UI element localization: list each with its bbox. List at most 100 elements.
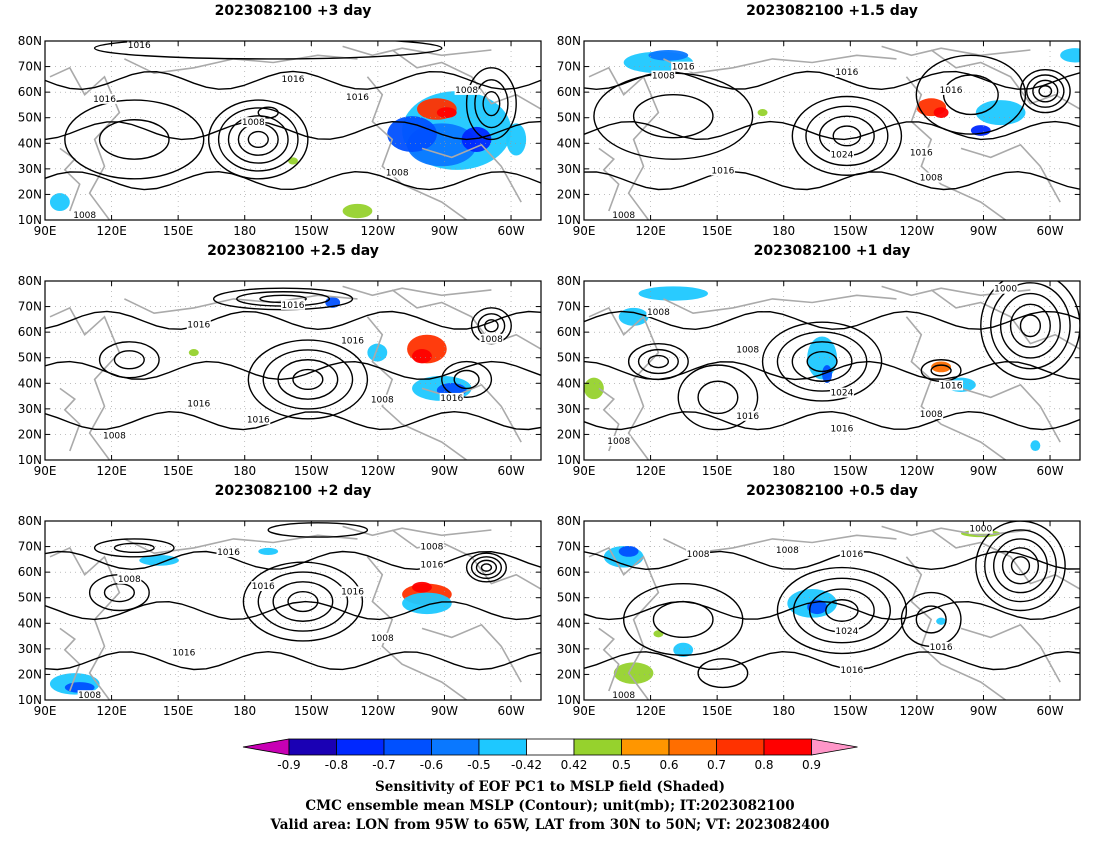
map-plot-area: 1000 1008 1008 1016 1024 1016 1016 1008 [584, 521, 1080, 700]
lon-tick-label: 150W [833, 224, 868, 238]
mslp-contour [267, 522, 369, 538]
colorbar-arrow-low [242, 738, 290, 756]
contour-label: 1016 [830, 424, 853, 434]
lon-tick-label: 120W [899, 224, 934, 238]
coastline [391, 49, 541, 110]
contour-label-bg [92, 93, 117, 104]
lon-tick-label: 150E [702, 704, 733, 718]
mslp-contour [915, 54, 1027, 135]
lat-tick-label: 60N [18, 565, 42, 579]
lat-tick-label: 50N [557, 591, 581, 605]
mslp-contour [227, 115, 289, 164]
lat-tick-label: 50N [18, 591, 42, 605]
contour-label: 1016 [341, 337, 364, 347]
sensitivity-shading [933, 107, 949, 118]
lon-tick-label: 120W [360, 224, 395, 238]
contour-label-bg [246, 414, 271, 425]
colorbar-tick-label: -0.9 [277, 758, 300, 772]
coastline [124, 294, 358, 315]
mslp-contour [990, 282, 1071, 370]
coastline [342, 525, 492, 537]
map-panel-5: 2023082100 +2 day10161016100810081016101… [18, 483, 542, 718]
contour-label-bg [834, 67, 859, 78]
panel-title: 2023082100 +2.5 day [207, 243, 379, 259]
coastline [960, 383, 1061, 443]
mslp-contour [64, 99, 205, 180]
mslp-contour [217, 107, 299, 172]
contour-label: 1016 [187, 399, 210, 409]
panel-title: 2023082100 +0.5 day [746, 483, 918, 499]
contour-label: 1008 [103, 432, 126, 442]
footer-line-3: Valid area: LON from 95W to 65W, LAT fro… [270, 817, 830, 833]
lon-tick-label: 60W [1036, 704, 1063, 718]
coastline [391, 529, 541, 590]
panel-title: 2023082100 +3 day [215, 3, 372, 19]
lon-tick-label: 90W [431, 224, 458, 238]
mslp-contour [257, 571, 349, 632]
mslp-contour [1010, 556, 1031, 576]
contour-label-bg [710, 165, 735, 176]
contour-label: 1008 [687, 550, 710, 560]
contour-label-bg [186, 319, 211, 330]
colorbar-tick-label: -0.8 [325, 758, 348, 772]
panel-frame [44, 520, 542, 701]
mslp-contour [272, 581, 334, 622]
lon-tick-label: 150W [833, 704, 868, 718]
lat-tick-label: 10N [18, 693, 42, 707]
lon-tick-label: 180 [772, 704, 795, 718]
colorbar-swatch [336, 738, 385, 756]
mslp-contour [584, 360, 1080, 381]
colorbar-tick-label: -0.42 [511, 758, 542, 772]
panel-frame [583, 280, 1081, 461]
contour-label: 1000 [994, 285, 1017, 295]
coastline [905, 556, 1007, 700]
lat-tick-label: 80N [557, 514, 581, 528]
lat-tick-label: 70N [18, 300, 42, 314]
contour-label-bg [102, 430, 127, 441]
mslp-contour [792, 577, 891, 644]
sensitivity-shading [188, 349, 199, 357]
mslp-contour [1009, 303, 1051, 348]
lon-tick-label: 120E [96, 464, 127, 478]
mslp-contour [287, 591, 319, 613]
lon-tick-label: 120E [96, 704, 127, 718]
sensitivity-shading [1060, 48, 1080, 63]
coastline [598, 627, 620, 692]
colorbar: -0.9 -0.8 -0.7 -0.6 -0.5 -0.42 0.42 0.5 0.6 0.7 0.… [242, 738, 858, 772]
mslp-contour [584, 650, 1080, 671]
contour-label: 1008 [371, 396, 394, 406]
contour-label: 1008 [455, 86, 478, 96]
lon-tick-label: 150W [833, 464, 868, 478]
contour-label-bg [611, 690, 636, 700]
lat-tick-label: 40N [557, 376, 581, 390]
coastline [930, 49, 1080, 110]
sensitivity-shading [618, 546, 639, 557]
contour-label-bg [834, 625, 859, 636]
contour-label: 1008 [920, 174, 943, 184]
mslp-contour [584, 310, 1080, 331]
contour-label-bg [281, 299, 305, 310]
colorbar-tick-label: 0.9 [802, 758, 821, 772]
mslp-contour [93, 538, 175, 558]
mslp-contour [697, 380, 739, 415]
colorbar-swatch [716, 738, 765, 756]
colorbar-tick-label: 0.7 [707, 758, 726, 772]
mslp-contour [647, 354, 670, 369]
mslp-contour [1032, 79, 1059, 103]
contour-label: 1024 [830, 150, 853, 160]
lat-tick-label: 70N [18, 60, 42, 74]
coastline [598, 147, 620, 212]
contour-label-bg [281, 74, 305, 85]
contour-label-bg [171, 647, 196, 658]
contour-label: 1008 [647, 308, 670, 318]
contour-label-bg [251, 581, 276, 592]
contour-label-bg [611, 210, 636, 220]
mslp-contour [584, 550, 1080, 571]
mslp-contour [45, 360, 541, 381]
lon-tick-label: 120W [899, 464, 934, 478]
contour-label-bg [479, 333, 504, 344]
sensitivity-shading [648, 49, 689, 61]
contour-label: 1016 [940, 86, 963, 96]
contour-label: 1016 [736, 412, 759, 422]
